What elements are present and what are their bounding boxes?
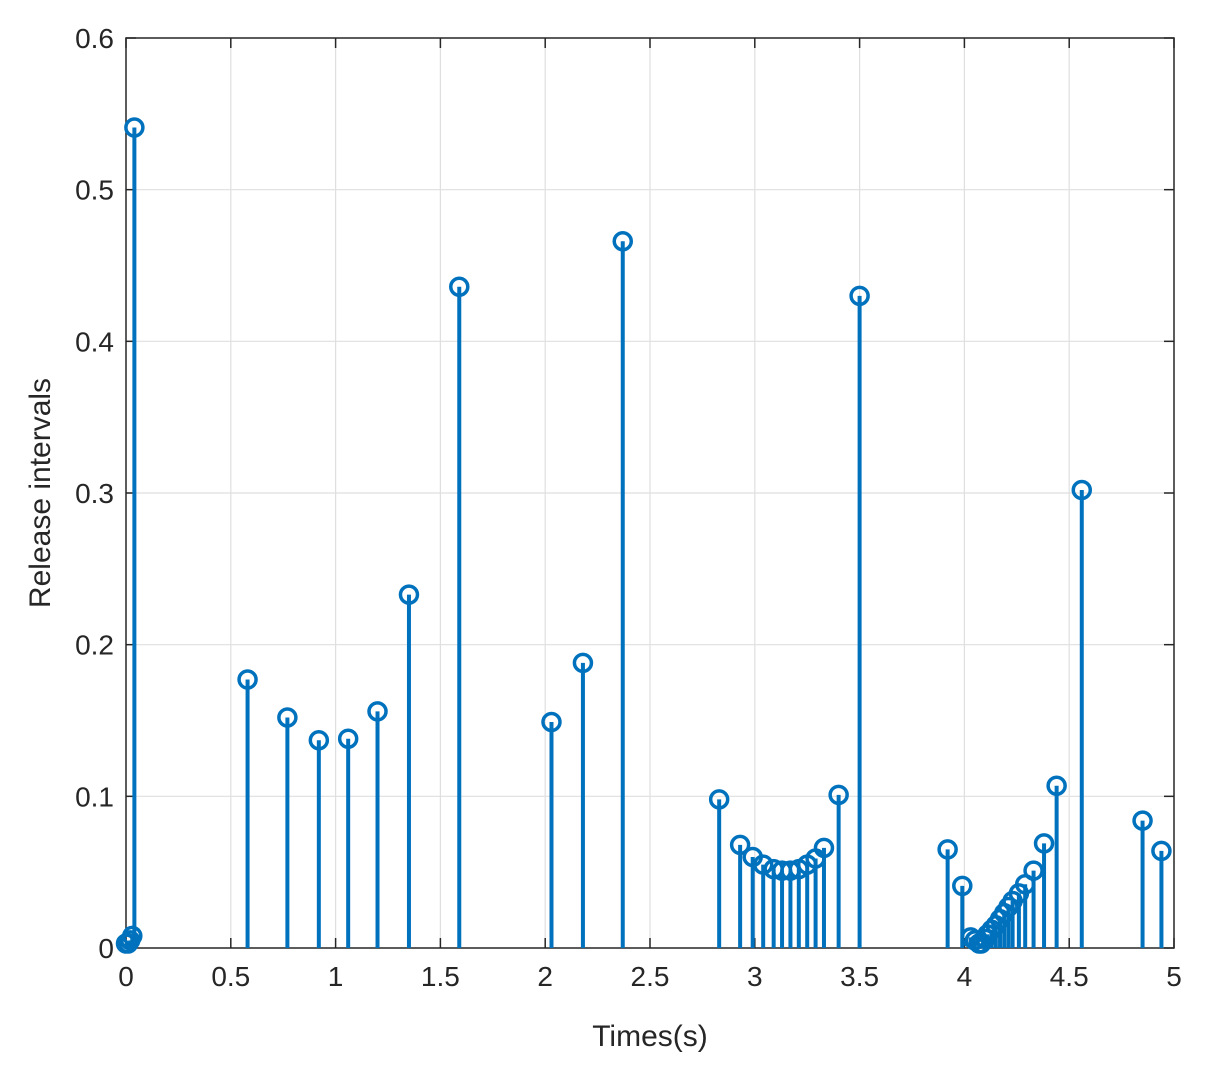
x-tick-label: 5 bbox=[1166, 961, 1182, 992]
stem-marker bbox=[572, 652, 594, 674]
stem-marker bbox=[828, 784, 849, 806]
stem-marker bbox=[337, 728, 359, 749]
stem-marker bbox=[708, 789, 730, 810]
stem-marker bbox=[813, 837, 835, 859]
stem-marker bbox=[124, 117, 145, 138]
stem-marker bbox=[449, 276, 470, 297]
stem-marker bbox=[729, 834, 751, 856]
x-tick-label: 3.5 bbox=[840, 961, 879, 992]
x-tick-label: 1.5 bbox=[421, 961, 460, 992]
stem-marker bbox=[937, 839, 958, 860]
y-tick-label: 0 bbox=[98, 933, 114, 964]
stem-series bbox=[115, 117, 1172, 954]
stem-marker bbox=[541, 711, 562, 733]
y-tick-label: 0.5 bbox=[75, 175, 114, 206]
y-tick-label: 0.1 bbox=[75, 781, 114, 812]
stem-marker bbox=[237, 669, 258, 690]
y-axis-label: Release intervals bbox=[24, 378, 57, 608]
stem-marker bbox=[612, 230, 634, 252]
stem-marker bbox=[1033, 833, 1055, 854]
stem-marker bbox=[1046, 775, 1067, 796]
y-tick-label: 0.2 bbox=[75, 630, 114, 661]
stem-marker bbox=[1151, 840, 1172, 862]
y-tick-label: 0.3 bbox=[75, 478, 114, 509]
grid-layer bbox=[126, 38, 1174, 948]
stem-marker bbox=[122, 925, 143, 947]
x-tick-label: 0.5 bbox=[211, 961, 250, 992]
x-tick-label: 4.5 bbox=[1050, 961, 1089, 992]
stem-marker bbox=[752, 854, 774, 875]
stem-marker bbox=[308, 729, 330, 751]
x-tick-label: 2 bbox=[537, 961, 553, 992]
x-tick-label: 1 bbox=[328, 961, 344, 992]
y-tick-label: 0.6 bbox=[75, 23, 114, 54]
x-tick-label: 2.5 bbox=[631, 961, 670, 992]
stem-marker bbox=[398, 584, 420, 605]
x-tick-label: 0 bbox=[118, 961, 134, 992]
y-tick-label: 0.4 bbox=[75, 326, 114, 357]
x-tick-label: 3 bbox=[747, 961, 763, 992]
stem-marker bbox=[277, 707, 298, 728]
stem-marker bbox=[1132, 810, 1153, 831]
tick-layer: 0 0.5 1 1.5 2 2.5 3 3.5 4 4.5 5 0 0.1 0.2 0.3 0.4 0.5 0.6 bbox=[75, 23, 1182, 992]
stem-marker bbox=[1071, 479, 1093, 501]
stem-marker bbox=[367, 701, 388, 722]
stem-marker bbox=[849, 285, 870, 307]
x-axis-label: Times(s) bbox=[592, 1020, 708, 1053]
stem-marker bbox=[952, 875, 973, 897]
x-tick-label: 4 bbox=[957, 961, 973, 992]
